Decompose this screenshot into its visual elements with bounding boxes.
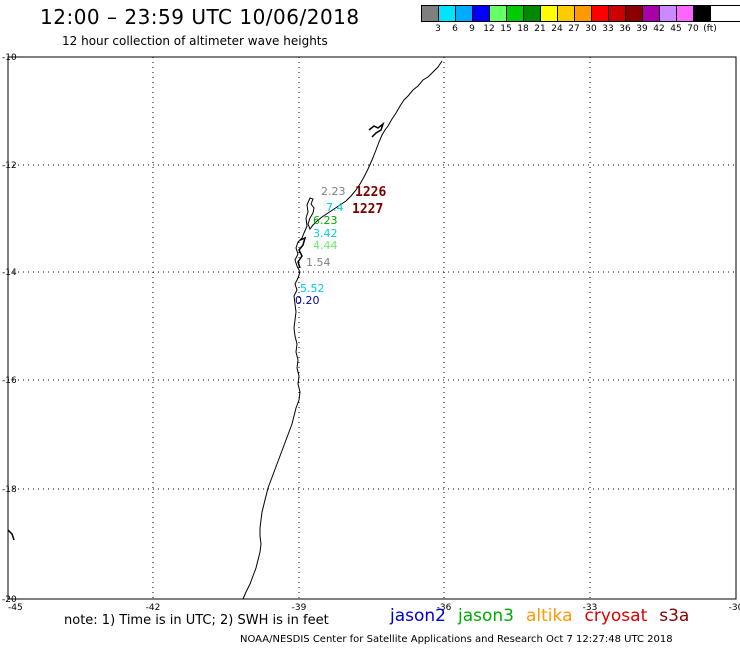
latitude-label: -12 <box>2 161 17 171</box>
footer-note: note: 1) Time is in UTC; 2) SWH is in fe… <box>64 613 329 628</box>
bay-outline <box>297 236 307 269</box>
color-scale-label: 6 <box>452 24 458 34</box>
latitude-label: -14 <box>2 268 17 278</box>
color-scale-label: 27 <box>568 24 580 34</box>
color-scale-swatch <box>592 6 609 21</box>
color-scale-swatch <box>575 6 592 21</box>
color-scale-label: 3 <box>435 24 441 34</box>
wave-height-value: 4.44 <box>313 239 338 252</box>
longitude-label: -45 <box>8 603 23 613</box>
color-scale-swatch <box>473 6 490 21</box>
map-border <box>7 56 737 600</box>
color-scale-swatch <box>490 6 507 21</box>
pass-time-label: 1226 <box>355 185 386 200</box>
satellite-legend-altika: altika <box>526 606 573 626</box>
coastline <box>242 60 443 600</box>
color-scale-swatch <box>626 6 643 21</box>
satellite-legend-jason3: jason3 <box>458 606 514 626</box>
coastline-detail <box>7 121 385 541</box>
wave-height-value: 5.52 <box>300 282 325 295</box>
longitude-label: -39 <box>292 603 307 613</box>
wave-height-value: 7.4 <box>326 201 344 214</box>
color-scale-bar <box>421 5 740 22</box>
latitude-label: -18 <box>2 485 17 495</box>
color-scale-label: 30 <box>585 24 597 34</box>
color-scale-labels: 3 6 9 12 15 18 21 24 27 30 33 36 39 42 45 70 (ft) <box>421 22 740 34</box>
color-scale-swatch <box>660 6 677 21</box>
color-scale-swatch <box>439 6 456 21</box>
color-scale-label: 70 <box>687 24 699 34</box>
color-scale-label: (ft) <box>703 24 717 34</box>
longitude-label: -30 <box>729 603 740 613</box>
color-scale-label: 39 <box>636 24 648 34</box>
color-scale-swatch <box>456 6 473 21</box>
color-scale-label: 21 <box>534 24 546 34</box>
satellite-legend-s3a: s3a <box>659 606 690 626</box>
color-scale-label: 24 <box>551 24 563 34</box>
wave-height-color-scale: 3 6 9 12 15 18 21 24 27 30 33 36 39 42 45 70 (ft) <box>421 5 740 34</box>
color-scale-swatch <box>609 6 626 21</box>
graticule <box>8 57 736 599</box>
satellite-legend-jason2: jason2 <box>390 606 446 626</box>
color-scale-label: 42 <box>653 24 665 34</box>
color-scale-swatch <box>558 6 575 21</box>
footer-credit: NOAA/NESDIS Center for Satellite Applica… <box>240 634 673 645</box>
latitude-label: -16 <box>2 376 17 386</box>
wave-height-observations: 2.23 7.46.233.424.44 1.54 5.520.20 <box>295 185 346 307</box>
color-scale-label: 9 <box>469 24 475 34</box>
longitude-label: -33 <box>583 603 598 613</box>
estuary-outline <box>368 121 385 138</box>
pass-time-label: 1227 <box>352 202 383 217</box>
longitude-label: -42 <box>146 603 161 613</box>
color-scale-label: 45 <box>670 24 682 34</box>
color-scale-label: 36 <box>619 24 631 34</box>
wave-height-value: 3.42 <box>313 227 338 240</box>
axis-ticks: -10 -12 -14 -16 -18 -20-45 -42 -39 -36 -33 -30 <box>2 53 740 613</box>
wave-height-value: 6.23 <box>313 214 338 227</box>
satellite-legend-cryosat: cryosat <box>584 606 648 626</box>
color-scale-swatch <box>694 6 711 21</box>
satellite-legend: jason2 jason3 altika cryosat s3a <box>390 606 701 626</box>
color-scale-label: 33 <box>602 24 614 34</box>
longitude-label: -36 <box>437 603 452 613</box>
color-scale-swatch <box>507 6 524 21</box>
map-subtitle: 12 hour collection of altimeter wave hei… <box>62 34 328 48</box>
color-scale-swatch <box>422 6 439 21</box>
color-scale-swatch <box>643 6 660 21</box>
color-scale-swatch <box>524 6 541 21</box>
map-frame <box>7 56 737 600</box>
wave-height-value: 1.54 <box>306 256 331 269</box>
color-scale-swatch <box>677 6 694 21</box>
color-scale-label: 12 <box>483 24 495 34</box>
color-scale-swatch <box>541 6 558 21</box>
inland-feature <box>7 529 15 541</box>
pass-time-labels: 1226 1227 <box>352 185 386 217</box>
latitude-label: -10 <box>2 53 17 63</box>
map-title: 12:00 – 23:59 UTC 10/06/2018 <box>40 5 360 29</box>
color-scale-label: 15 <box>500 24 512 34</box>
latitude-label: -20 <box>2 595 17 605</box>
color-scale-label: 18 <box>517 24 529 34</box>
wave-height-value: 0.20 <box>295 294 320 307</box>
wave-height-value: 2.23 <box>321 185 346 198</box>
